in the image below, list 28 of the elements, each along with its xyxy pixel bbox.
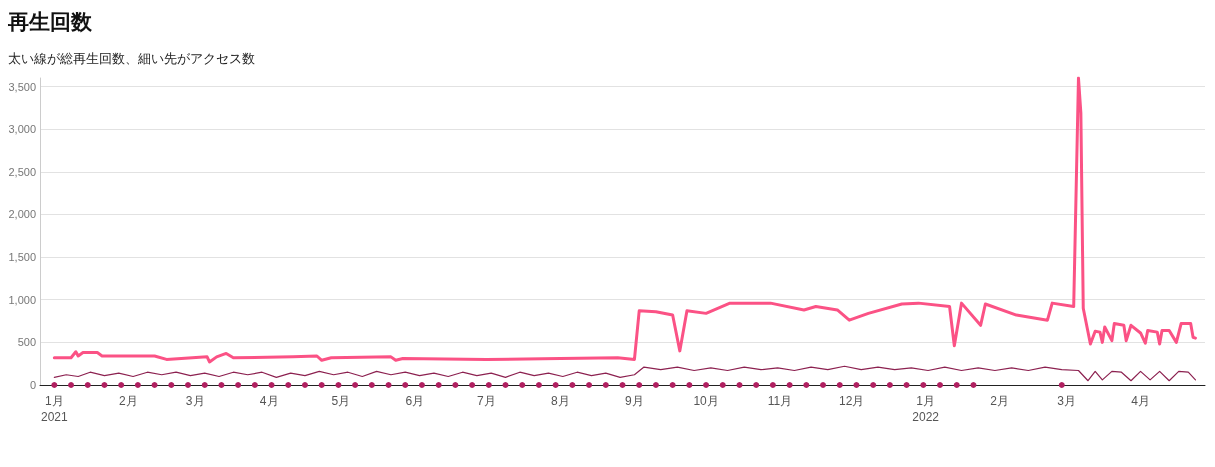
x-tick-label: 5月 — [331, 394, 351, 408]
x-tick-label: 7月 — [477, 394, 496, 408]
line-series — [52, 76, 1197, 364]
x-tick-label: 6月 — [405, 394, 425, 408]
x-tick-label: 10月 — [693, 394, 719, 408]
x-tick-label: 1月 2021 — [40, 394, 68, 424]
x-tick-label: 2月 — [990, 394, 1010, 408]
y-tick-label: 3,500 — [8, 80, 36, 93]
chart-subtitle: 太い線が総再生回数、細い先がアクセス数 — [8, 50, 255, 68]
y-tick-label: 0 — [29, 379, 36, 391]
x-tick-label: 3月 — [1057, 394, 1076, 408]
x-tick-label: 8月 — [551, 394, 570, 408]
y-tick-label: 3,000 — [8, 123, 36, 136]
y-tick-label: 2,000 — [8, 208, 36, 221]
x-tick-label: 9月 — [625, 394, 644, 408]
x-tick-label: 1月 2022 — [912, 394, 940, 424]
line-series — [53, 365, 1197, 382]
x-tick-label: 3月 — [185, 394, 205, 408]
x-tick-label: 4月 — [1131, 394, 1150, 408]
chart-title: 再生回数 — [8, 9, 92, 36]
x-tick-label: 11月 — [767, 394, 793, 408]
x-tick-label: 2月 — [118, 394, 138, 408]
x-tick-label: 4月 — [259, 394, 279, 408]
y-tick-label: 1,000 — [8, 293, 36, 306]
y-tick-label: 2,500 — [8, 165, 36, 178]
y-tick-label: 1,500 — [8, 251, 36, 264]
x-tick-label: 12月 — [839, 394, 865, 408]
y-tick-label: 500 — [17, 336, 36, 349]
